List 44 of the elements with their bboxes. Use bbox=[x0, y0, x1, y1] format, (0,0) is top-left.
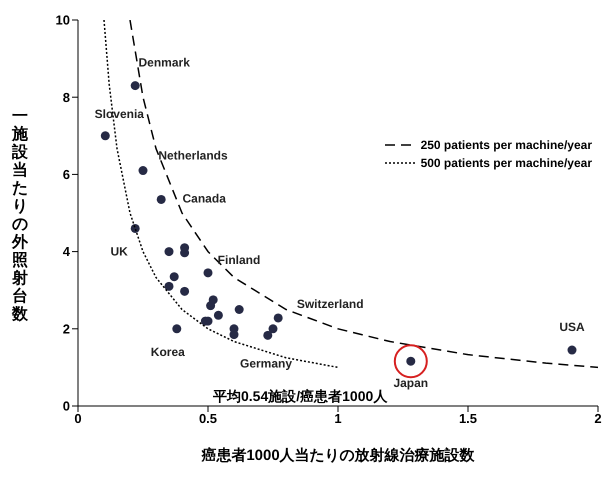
point bbox=[156, 194, 166, 204]
x-tick-label: 2 bbox=[594, 411, 602, 426]
annotation: Finland bbox=[218, 252, 260, 267]
point bbox=[138, 166, 148, 176]
x-tick-label: 1 bbox=[334, 411, 342, 426]
point bbox=[170, 272, 179, 282]
x-tick-label: 1.5 bbox=[458, 411, 478, 426]
annotation: Canada bbox=[182, 191, 226, 206]
x-tick-label: 0.5 bbox=[198, 411, 218, 426]
point bbox=[268, 324, 278, 334]
annotation: 平均0.54施設/癌患者1000人 bbox=[213, 388, 388, 406]
annotation: Switzerland bbox=[296, 296, 364, 311]
y-tick-label: 2 bbox=[62, 321, 70, 336]
point bbox=[130, 81, 140, 90]
point bbox=[274, 313, 283, 322]
legend-label: 500 patients per machine/year bbox=[420, 156, 592, 170]
x-axis-title: 癌患者1000人当たりの放射線治療施設数 bbox=[200, 446, 476, 464]
annotation: Slovenia bbox=[94, 106, 144, 121]
y-tick-label: 0 bbox=[62, 398, 70, 414]
point bbox=[263, 330, 272, 340]
text: 一施設当たりの外照射台数 bbox=[12, 108, 28, 323]
point bbox=[164, 247, 174, 256]
point bbox=[234, 305, 244, 314]
annotation: Japan bbox=[393, 376, 428, 390]
annotation: Netherlands bbox=[158, 148, 228, 163]
point bbox=[204, 268, 212, 278]
annotation: Germany bbox=[240, 356, 292, 371]
y-tick-label: 10 bbox=[56, 12, 70, 28]
legend-label: 250 patients per machine/year bbox=[420, 138, 592, 152]
y-tick-label: 8 bbox=[62, 90, 70, 105]
annotation: Korea bbox=[150, 344, 186, 359]
point bbox=[206, 301, 216, 310]
x-tick-label: 0 bbox=[74, 411, 82, 426]
point bbox=[100, 131, 110, 140]
point bbox=[164, 282, 174, 291]
y-tick-label: 6 bbox=[62, 167, 70, 182]
annotation: Denmark bbox=[138, 56, 190, 70]
y-tick-label: 4 bbox=[62, 244, 71, 260]
point bbox=[180, 286, 190, 296]
annotation: USA bbox=[559, 320, 585, 334]
point bbox=[172, 324, 182, 334]
annotation: UK bbox=[110, 244, 128, 258]
point bbox=[568, 346, 576, 355]
point bbox=[214, 310, 223, 320]
